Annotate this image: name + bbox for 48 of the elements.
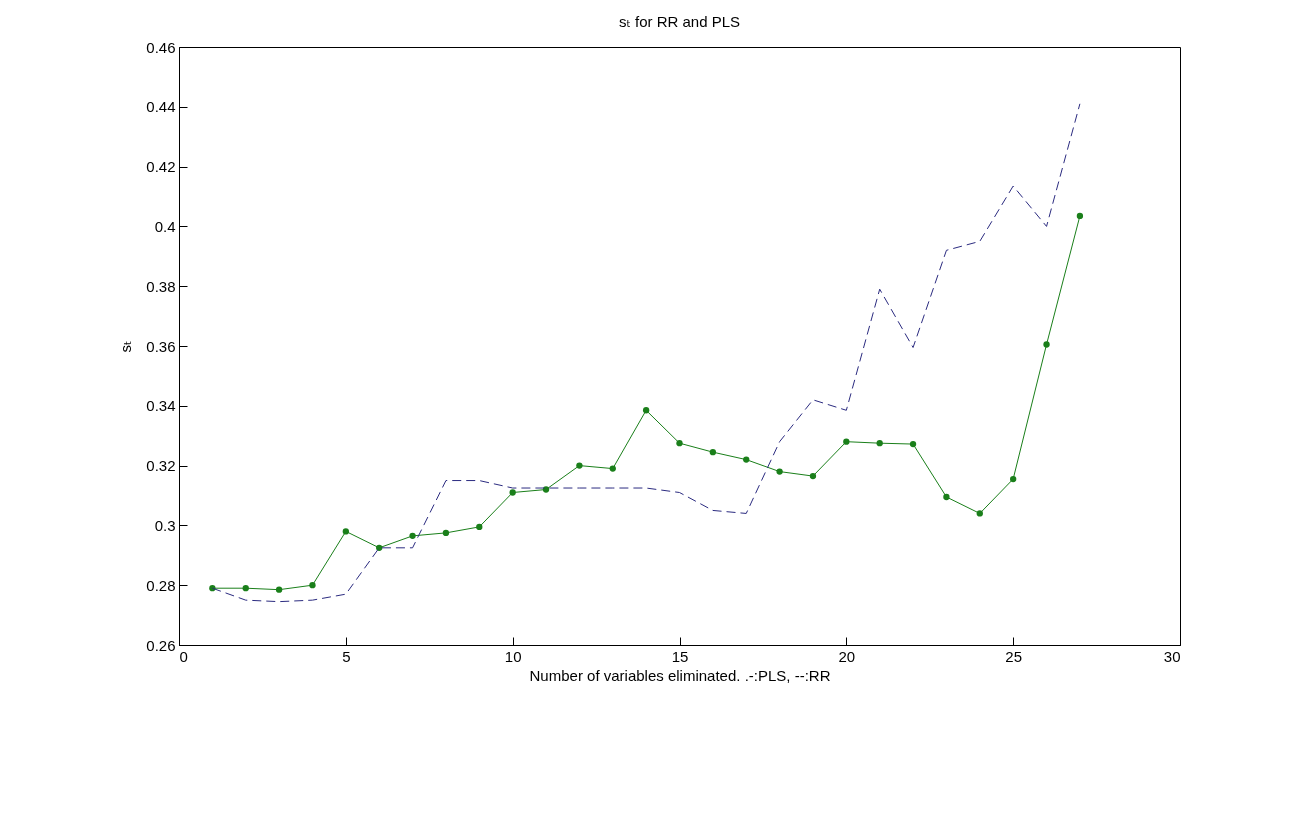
point [1076,212,1084,220]
point [809,472,817,480]
point [743,456,750,463]
point [309,582,316,589]
y-tick-label: 0.34 [146,397,176,415]
chart-title: sₜ for RR and PLS [618,13,741,30]
point [542,486,550,493]
point [642,407,650,414]
point [275,586,283,593]
point [576,462,583,469]
point [409,532,416,540]
point [943,493,950,501]
point [676,440,683,447]
x-tick-label: 25 [1005,647,1023,665]
y-tick-label: 0.3 [154,516,176,534]
x-tick-label: 5 [342,647,351,665]
x-tick-label: 10 [504,647,522,665]
point [976,510,983,517]
point [1043,341,1050,348]
y-tick-label: 0.44 [146,98,176,116]
point [476,523,483,531]
point [876,440,883,447]
line-series [211,103,1081,603]
x-tick-label: 15 [671,647,689,665]
point [1010,475,1017,483]
y-tick-label: 0.32 [146,457,176,475]
point [376,544,383,551]
y-tick-label: 0.46 [146,38,176,56]
x-tick-label: 20 [838,647,856,665]
point [776,468,783,475]
y-tick-label: 0.36 [146,337,176,355]
point [442,529,450,537]
point [843,438,850,445]
y-axis-title: sₜ [117,340,135,353]
point [909,440,917,448]
x-tick-label: 0 [179,647,188,665]
point [342,528,349,535]
x-tick-label: 30 [1163,647,1181,665]
y-tick-label: 0.4 [154,217,176,235]
x-axis-title: Number of variables eliminated. .-:PLS, --:RR [529,666,831,684]
y-tick-label: 0.42 [146,158,176,176]
point [709,448,717,456]
point [609,465,616,472]
point [242,585,249,592]
y-tick-label: 0.38 [146,277,176,295]
point [509,489,516,496]
y-tick-label: 0.26 [146,636,176,654]
y-tick-label: 0.28 [146,576,176,594]
